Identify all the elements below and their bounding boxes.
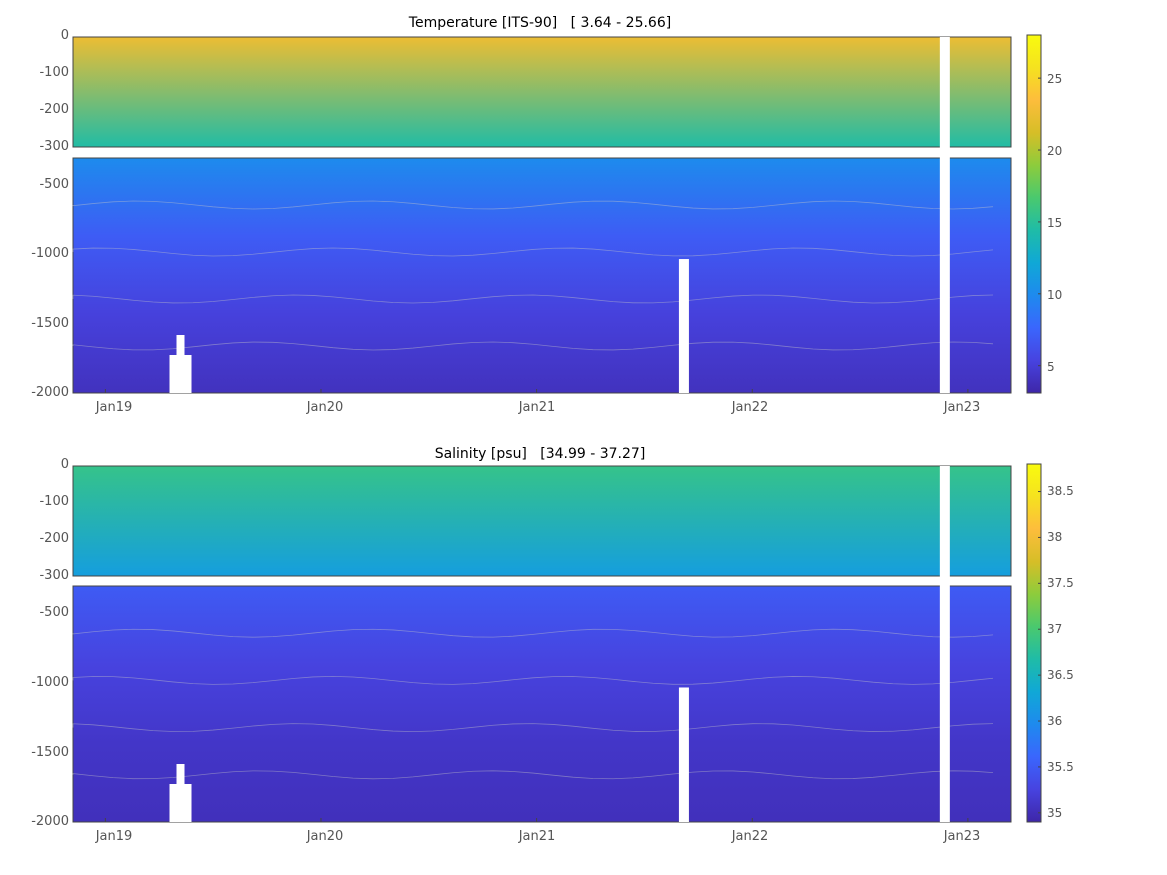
lower-field bbox=[72, 585, 1012, 823]
sal-upper-ytick: -200 bbox=[39, 531, 69, 546]
temp-lower-ytick: -500 bbox=[39, 177, 69, 192]
sal-colorbar-tick: 38 bbox=[1047, 530, 1063, 544]
temp-colorbar-tick: 10 bbox=[1047, 288, 1063, 302]
temp-lower-ytick: -2000 bbox=[31, 385, 69, 400]
sal-colorbar-tick: 35.5 bbox=[1047, 760, 1074, 774]
temp-lower-ytick: -1000 bbox=[31, 246, 69, 261]
sal-upper-ytick: 0 bbox=[60, 457, 69, 472]
sal-xtick: Jan23 bbox=[943, 829, 981, 844]
temp-xtick: Jan21 bbox=[518, 400, 556, 415]
temp-lower-ytick: -1500 bbox=[31, 316, 69, 331]
contour-line bbox=[72, 247, 994, 257]
temp-colorbar-tick: 5 bbox=[1047, 360, 1055, 374]
temp-upper-ytick: -200 bbox=[39, 102, 69, 117]
sal-colorbar-tick: 37.5 bbox=[1047, 576, 1074, 590]
sal-upper-ytick: -300 bbox=[39, 568, 69, 583]
contour-line bbox=[72, 628, 994, 638]
contour-line bbox=[72, 675, 994, 685]
sal-colorbar-tick: 37 bbox=[1047, 622, 1063, 636]
temp-colorbar-tick: 15 bbox=[1047, 216, 1063, 230]
colorbar bbox=[1026, 463, 1042, 823]
data-gap bbox=[169, 784, 192, 822]
sal-colorbar-tick: 36 bbox=[1047, 714, 1063, 728]
colorbar bbox=[1026, 34, 1042, 394]
lower-field bbox=[72, 157, 1012, 394]
upper-field bbox=[72, 36, 1012, 148]
contour-line bbox=[72, 770, 994, 780]
data-gap bbox=[939, 466, 950, 822]
temperature-panel bbox=[72, 34, 1042, 394]
upper-field bbox=[72, 465, 1012, 577]
temp-colorbar-tick: 25 bbox=[1047, 72, 1063, 86]
sal-xtick: Jan22 bbox=[731, 829, 769, 844]
sal-lower-ytick: -500 bbox=[39, 605, 69, 620]
temp-upper-ytick: -300 bbox=[39, 139, 69, 154]
temp-colorbar-tick: 20 bbox=[1047, 144, 1063, 158]
sal-lower-ytick: -2000 bbox=[31, 814, 69, 829]
temp-upper-ytick: -100 bbox=[39, 65, 69, 80]
sal-xtick: Jan21 bbox=[518, 829, 556, 844]
contour-line bbox=[72, 341, 994, 351]
data-gap bbox=[678, 687, 689, 822]
temperature-title: Temperature [ITS-90] [ 3.64 - 25.66] bbox=[408, 15, 672, 31]
sal-xtick: Jan19 bbox=[95, 829, 133, 844]
sal-lower-ytick: -1500 bbox=[31, 745, 69, 760]
data-gap bbox=[939, 37, 950, 393]
temp-upper-ytick: 0 bbox=[60, 28, 69, 43]
salinity-title: Salinity [psu] [34.99 - 37.27] bbox=[434, 446, 646, 462]
data-gap bbox=[169, 355, 192, 393]
temp-xtick: Jan20 bbox=[306, 400, 344, 415]
temp-xtick: Jan19 bbox=[95, 400, 133, 415]
salinity-panel bbox=[72, 463, 1042, 823]
temp-xtick: Jan22 bbox=[731, 400, 769, 415]
temp-xtick: Jan23 bbox=[943, 400, 981, 415]
contour-line bbox=[72, 723, 994, 732]
sal-colorbar-tick: 38.5 bbox=[1047, 484, 1074, 498]
data-gap bbox=[678, 259, 689, 393]
sal-lower-ytick: -1000 bbox=[31, 675, 69, 690]
contour-line bbox=[72, 200, 994, 210]
sal-colorbar-tick: 35 bbox=[1047, 806, 1063, 820]
sal-colorbar-tick: 36.5 bbox=[1047, 668, 1074, 682]
contour-line bbox=[72, 294, 994, 304]
sal-upper-ytick: -100 bbox=[39, 494, 69, 509]
sal-xtick: Jan20 bbox=[306, 829, 344, 844]
